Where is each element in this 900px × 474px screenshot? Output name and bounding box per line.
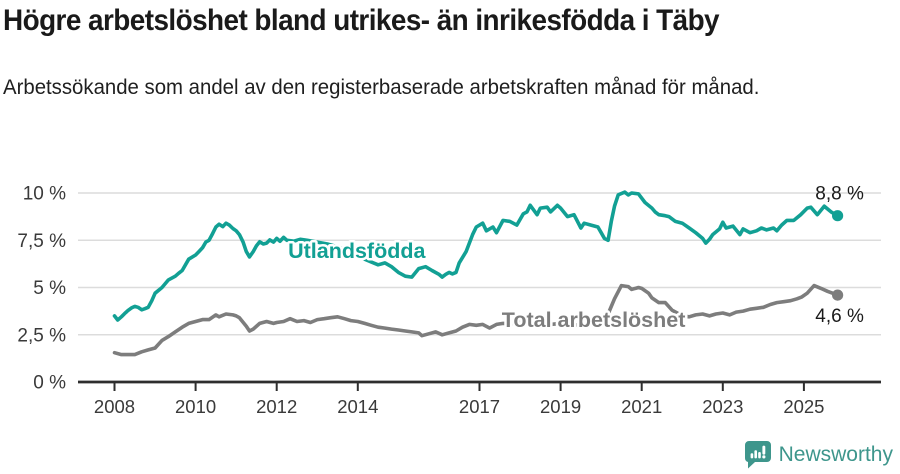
series-end-value-total: 4,6 %: [815, 306, 864, 327]
exclamation-line-icon: [762, 445, 765, 455]
y-axis-tick-label: 7,5 %: [17, 231, 66, 252]
newsworthy-logo-icon: [744, 441, 771, 469]
x-axis-tick-label: 2012: [256, 396, 297, 417]
series-line-utlandsfodda: [112, 190, 840, 322]
x-axis-tick-label: 2014: [337, 396, 378, 417]
x-axis-tick-label: 2010: [175, 396, 216, 417]
y-axis-tick-label: 0 %: [33, 373, 66, 394]
bar-small-icon: [750, 453, 753, 459]
x-axis-tick-label: 2008: [94, 396, 135, 417]
series-end-dot-total: [832, 289, 844, 301]
y-axis-tick-label: 10 %: [23, 184, 66, 205]
y-axis-tick-label: 5 %: [33, 278, 66, 299]
x-axis-tick-label: 2017: [459, 396, 500, 417]
series-line-total: [112, 283, 840, 357]
chart-subtitle: Arbetssökande som andel av den registerb…: [3, 76, 760, 99]
newsworthy-logo-text: Newsworthy: [778, 442, 893, 466]
series-label-utlandsfodda: Utlandsfödda: [288, 239, 426, 263]
newsworthy-logo: Newsworthy: [744, 440, 893, 469]
bar-medium-icon: [757, 452, 761, 459]
series-end-dot-utlandsfodda: [832, 210, 844, 222]
y-axis-tick-label: 2,5 %: [17, 325, 66, 346]
x-axis-tick-label: 2025: [783, 396, 824, 417]
series-end-value-utlandsfodda: 8,8 %: [815, 184, 864, 205]
page-title: Högre arbetslöshet bland utrikes- än inr…: [3, 4, 720, 37]
x-axis-tick-label: 2023: [702, 396, 743, 417]
exclamation-dot-icon: [761, 455, 766, 459]
series-label-total: Total arbetslöshet: [502, 308, 686, 332]
x-axis-tick-label: 2019: [540, 396, 581, 417]
bar-tall-icon: [754, 450, 757, 459]
line-chart: 0 % 2,5 % 5 % 7,5 % 10 % 2008 2010 2012 2014 2017…: [0, 160, 900, 440]
speech-bubble-shape: [744, 441, 771, 469]
x-axis-tick-label: 2021: [621, 396, 662, 417]
chart-canvas: 0 % 2,5 % 5 % 7,5 % 10 % 2008 2010 2012 2014 2017…: [17, 184, 881, 417]
